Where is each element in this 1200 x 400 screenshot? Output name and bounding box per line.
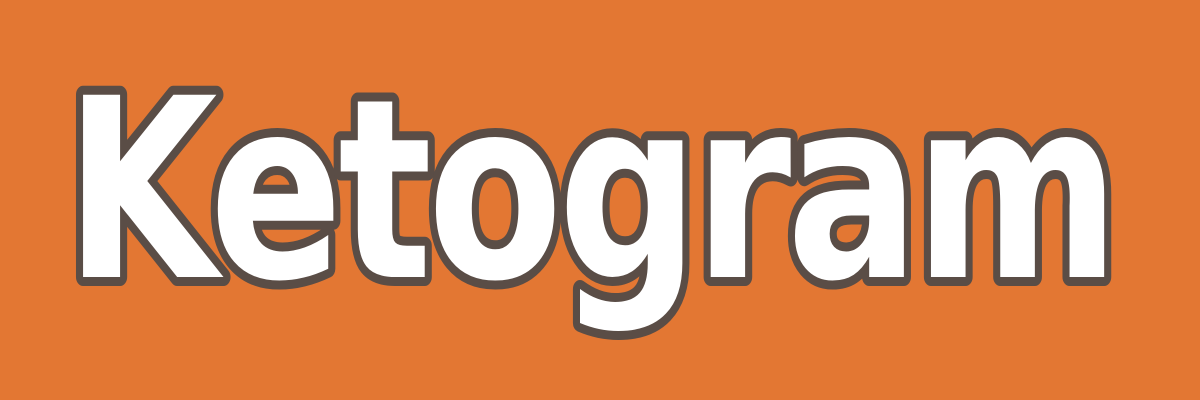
logo-text: Ketogram (65, 45, 1115, 336)
